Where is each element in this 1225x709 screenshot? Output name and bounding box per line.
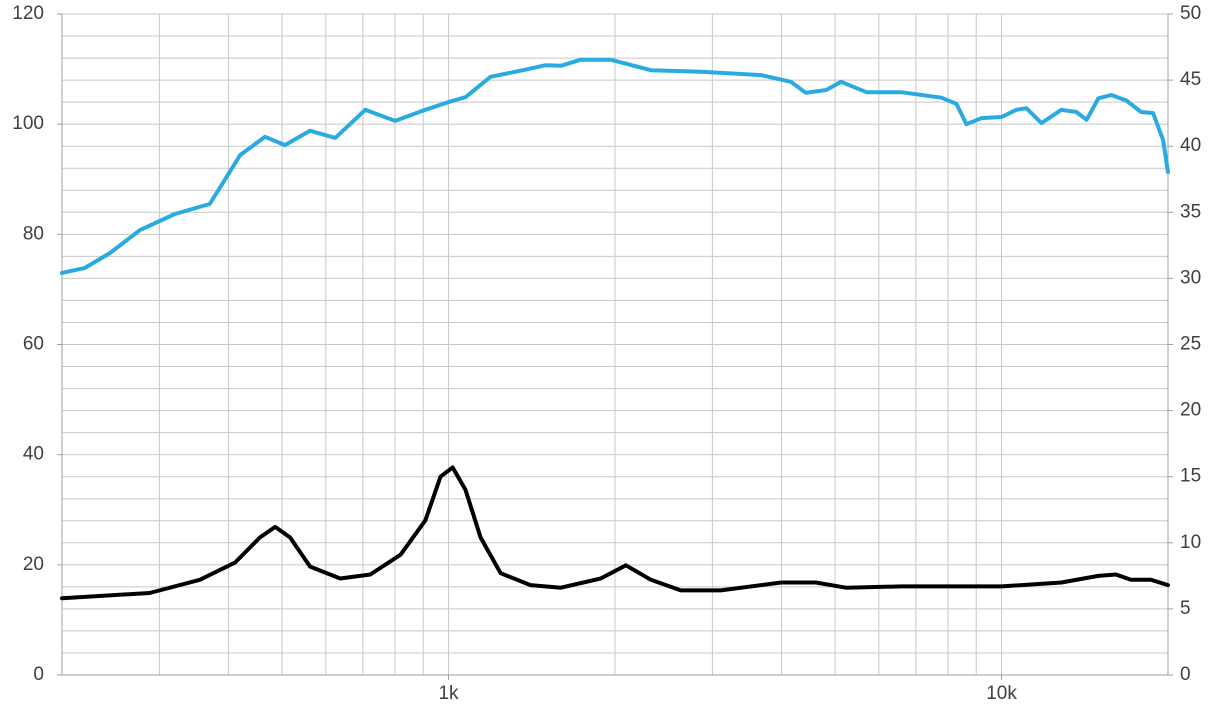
- y2-tick-label: 0: [1180, 664, 1191, 685]
- y2-tick-label: 20: [1180, 400, 1201, 421]
- y2-tick-label: 45: [1180, 69, 1201, 90]
- data-line: [60, 57, 1170, 275]
- y-tick-label: 40: [23, 444, 44, 465]
- y2-tick-label: 40: [1180, 135, 1201, 156]
- y2-tick-label: 25: [1180, 334, 1201, 355]
- y2-tick-label: 30: [1180, 267, 1201, 288]
- x-tick-label: 1k: [438, 683, 459, 704]
- y-tick-label: 100: [12, 113, 44, 134]
- y2-tick-label: 50: [1180, 3, 1201, 24]
- y-tick-label: 120: [12, 3, 44, 24]
- y2-tick-label: 10: [1180, 532, 1201, 553]
- x-tick-label: 10k: [986, 683, 1017, 704]
- y-tick-label: 20: [23, 554, 44, 575]
- data-line: [60, 465, 1170, 601]
- y2-tick-label: 15: [1180, 466, 1201, 487]
- y-tick-label: 60: [23, 334, 44, 355]
- y2-tick-label: 35: [1180, 201, 1201, 222]
- y-tick-label: 80: [23, 223, 44, 244]
- y2-tick-label: 5: [1180, 598, 1191, 619]
- y-tick-label: 0: [33, 664, 44, 685]
